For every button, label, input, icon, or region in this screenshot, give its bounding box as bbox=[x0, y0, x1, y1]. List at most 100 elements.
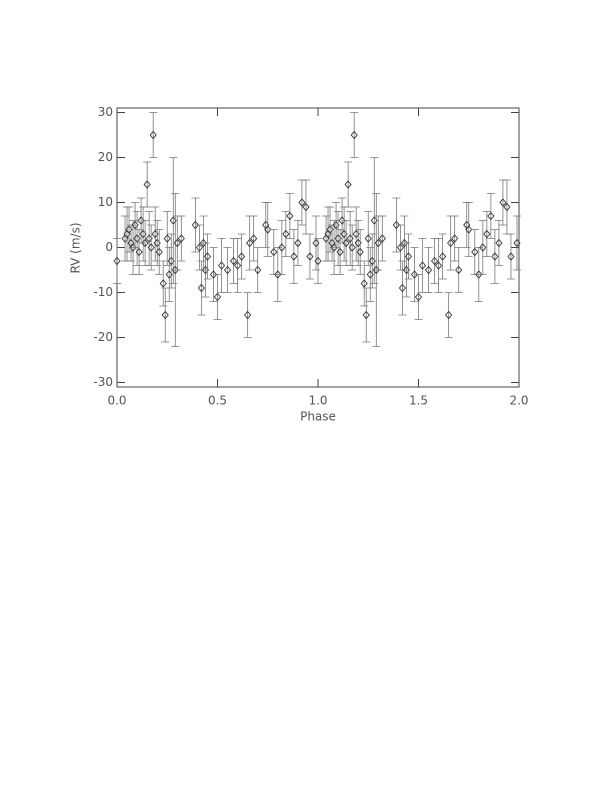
error-bar bbox=[263, 202, 272, 257]
data-point bbox=[499, 198, 507, 207]
error-bar bbox=[344, 161, 353, 208]
data-point bbox=[451, 234, 459, 243]
error-bar bbox=[410, 247, 419, 302]
error-bar bbox=[370, 157, 379, 284]
data-point bbox=[244, 310, 252, 320]
data-point bbox=[418, 261, 427, 270]
error-bar bbox=[464, 202, 473, 257]
y-tick-label: 20 bbox=[98, 150, 113, 164]
data-point bbox=[362, 310, 370, 320]
data-point bbox=[199, 238, 208, 248]
data-point bbox=[336, 247, 344, 257]
data-point bbox=[234, 261, 242, 270]
y-tick-label: 30 bbox=[98, 105, 113, 119]
error-bar bbox=[133, 211, 142, 266]
error-bar bbox=[145, 211, 154, 266]
error-bar bbox=[223, 247, 232, 293]
data-point bbox=[290, 252, 298, 261]
data-point bbox=[278, 243, 286, 252]
error-bar bbox=[269, 229, 278, 275]
error-bar bbox=[424, 247, 433, 293]
data-point bbox=[250, 234, 258, 243]
data-point bbox=[487, 211, 495, 221]
data-point bbox=[246, 238, 254, 248]
data-point bbox=[213, 292, 222, 302]
error-bar bbox=[127, 224, 136, 262]
data-point bbox=[364, 234, 372, 243]
data-point bbox=[392, 220, 400, 230]
error-bar bbox=[243, 292, 252, 338]
error-bar bbox=[149, 112, 158, 158]
data-point bbox=[191, 220, 199, 230]
error-bar bbox=[314, 238, 322, 284]
x-tick-label: 1.5 bbox=[409, 394, 428, 408]
error-bar bbox=[277, 220, 286, 275]
data-point bbox=[378, 234, 386, 243]
data-point bbox=[400, 238, 409, 248]
error-bar bbox=[368, 233, 377, 289]
data-point bbox=[238, 252, 246, 261]
error-bar bbox=[454, 247, 463, 293]
x-tick-label: 0.5 bbox=[208, 394, 227, 408]
data-point bbox=[356, 247, 364, 257]
data-point bbox=[398, 283, 407, 293]
error-bar bbox=[237, 233, 246, 280]
data-point bbox=[507, 252, 515, 261]
error-bar bbox=[350, 112, 359, 158]
error-bar bbox=[482, 211, 491, 257]
data-point bbox=[374, 238, 382, 248]
error-bar bbox=[360, 260, 369, 307]
error-bar bbox=[354, 220, 363, 266]
error-bar bbox=[153, 220, 162, 266]
y-tick-label: -20 bbox=[93, 330, 113, 344]
data-point bbox=[223, 265, 232, 275]
data-point bbox=[254, 265, 262, 275]
x-tick-label: 0.0 bbox=[107, 394, 126, 408]
data-point bbox=[495, 238, 503, 248]
error-bar bbox=[512, 215, 521, 271]
data-point bbox=[217, 261, 226, 270]
error-bar bbox=[328, 224, 337, 262]
data-point bbox=[455, 265, 463, 275]
error-bar bbox=[113, 238, 121, 284]
data-point bbox=[298, 198, 306, 207]
data-point bbox=[149, 130, 157, 140]
error-bar bbox=[378, 215, 387, 262]
error-bar bbox=[346, 211, 355, 266]
error-bar bbox=[281, 211, 290, 257]
data-point bbox=[113, 256, 121, 266]
data-point bbox=[360, 279, 368, 288]
data-point bbox=[155, 247, 163, 257]
data-point bbox=[350, 130, 358, 140]
data-point bbox=[135, 247, 143, 257]
data-point bbox=[282, 229, 290, 239]
error-bar bbox=[352, 206, 361, 262]
data-point bbox=[414, 292, 423, 302]
error-bar bbox=[356, 229, 365, 275]
y-tick-label: -10 bbox=[93, 285, 113, 299]
x-tick-label: 2.0 bbox=[509, 394, 528, 408]
data-point bbox=[195, 243, 204, 252]
error-bar bbox=[253, 247, 262, 293]
data-point bbox=[209, 270, 218, 279]
error-bar bbox=[293, 220, 302, 266]
data-point bbox=[491, 252, 499, 261]
data-point bbox=[424, 265, 433, 275]
error-bar bbox=[169, 157, 178, 284]
data-point bbox=[177, 234, 185, 243]
data-point bbox=[479, 243, 487, 252]
data-point bbox=[404, 252, 413, 261]
error-bar bbox=[285, 193, 294, 239]
data-point bbox=[302, 202, 310, 212]
error-bar bbox=[135, 229, 144, 275]
data-point bbox=[465, 225, 473, 234]
error-bar bbox=[486, 193, 495, 239]
error-bar bbox=[167, 233, 176, 289]
error-bar bbox=[209, 247, 218, 302]
data-point bbox=[314, 256, 322, 266]
data-point bbox=[173, 238, 181, 248]
error-bar bbox=[478, 220, 487, 275]
data-point bbox=[445, 310, 453, 320]
data-point bbox=[141, 238, 149, 248]
